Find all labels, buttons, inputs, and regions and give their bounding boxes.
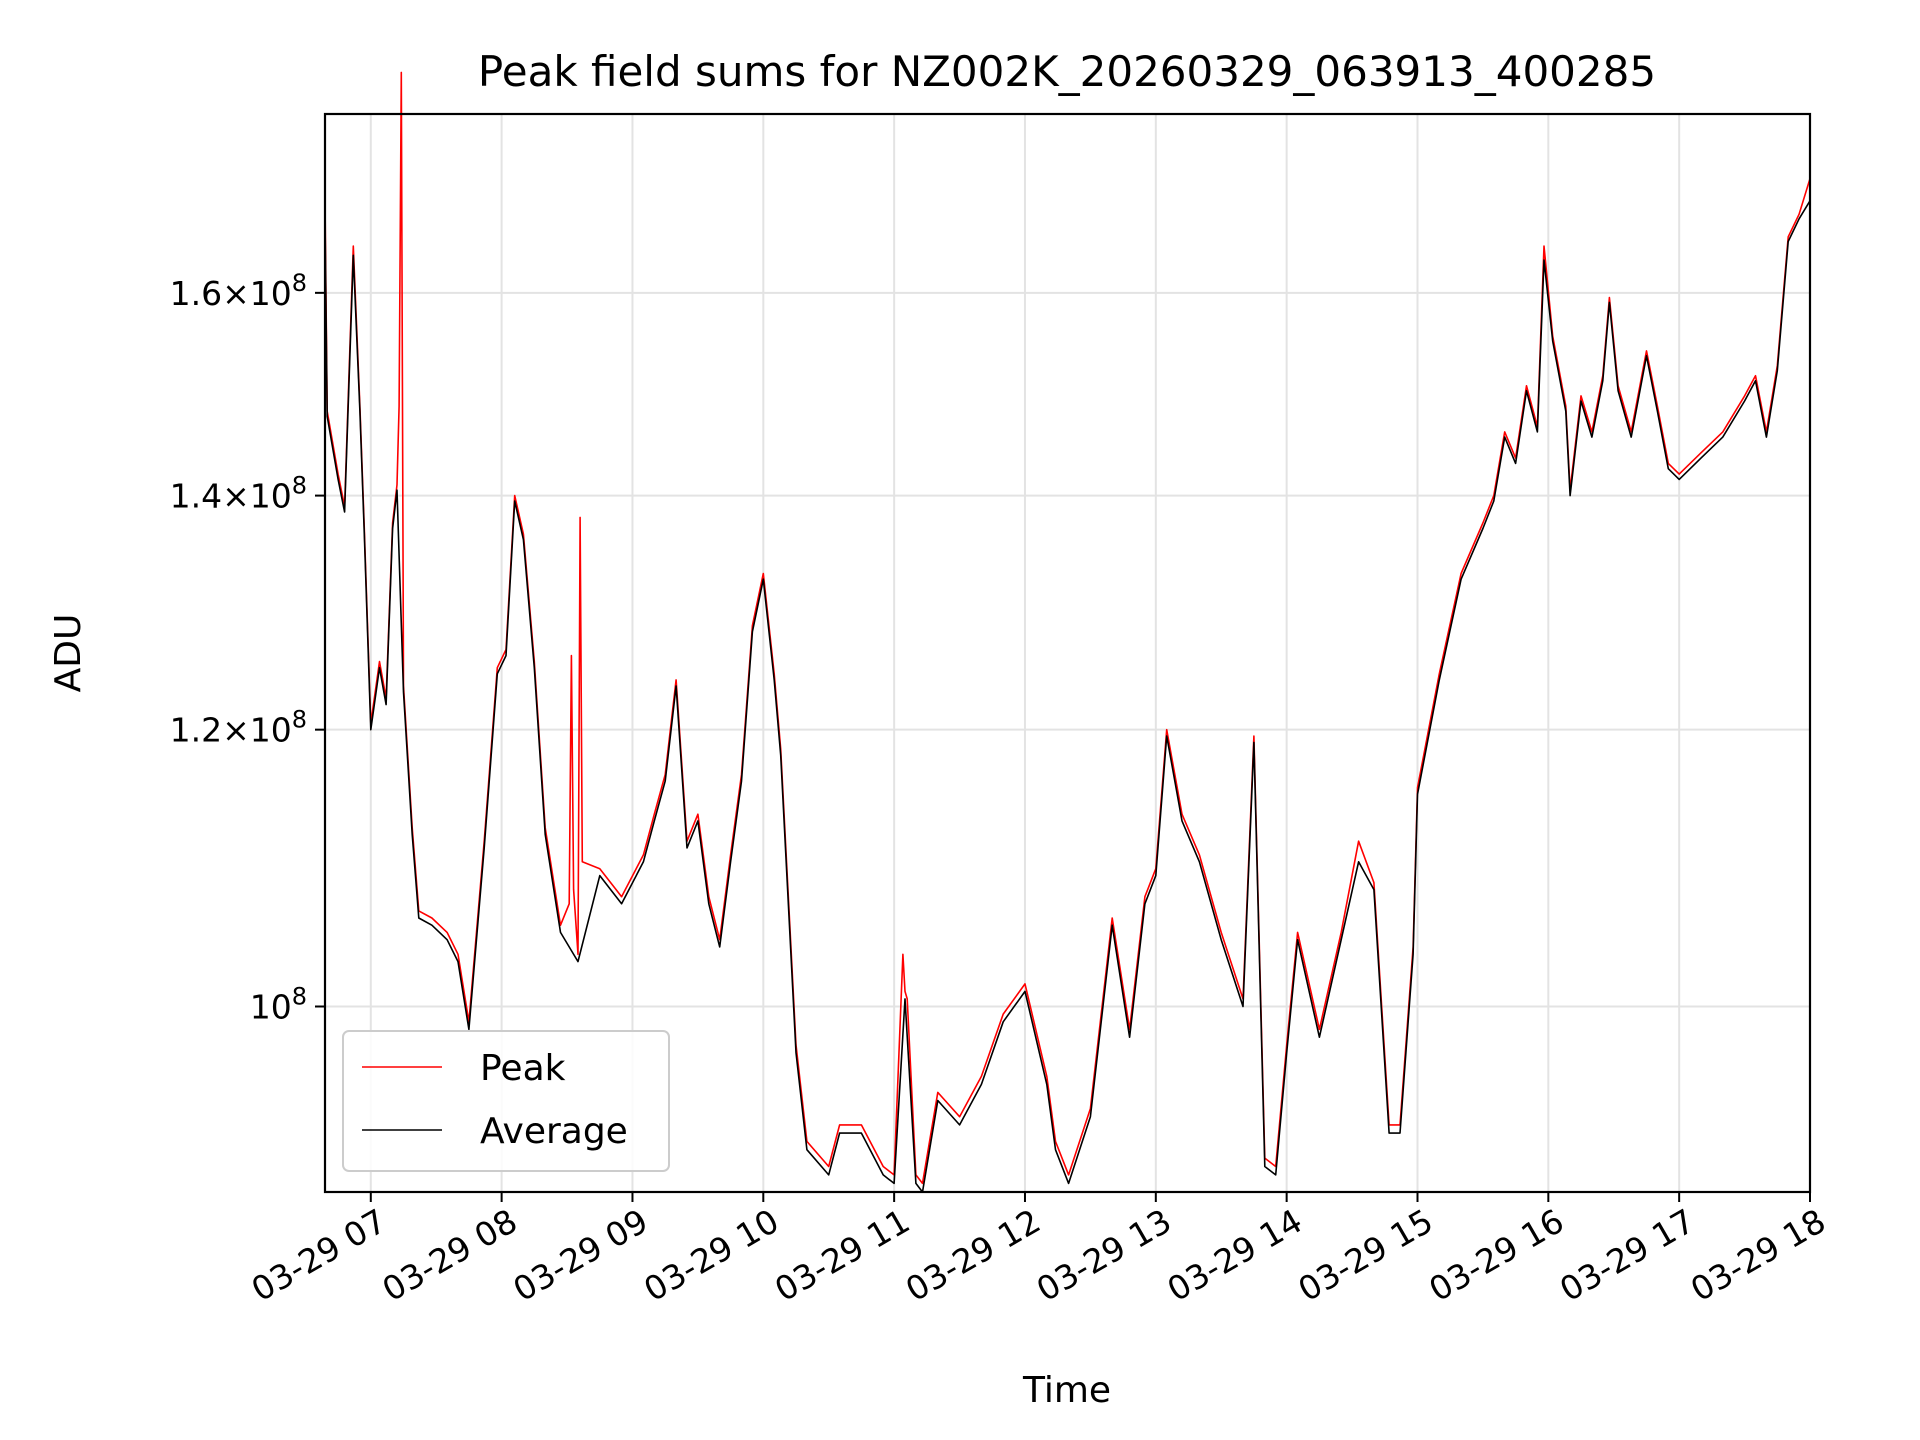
plot-frame (323, 112, 1812, 1194)
average-series-line (324, 200, 1811, 1193)
legend-box (342, 1030, 670, 1172)
chart-title: Peak field sums for NZ002K_20260329_0639… (478, 47, 1656, 96)
grid-lines (325, 114, 1811, 1192)
legend-peak-label: Peak (480, 1048, 566, 1089)
legend: Peak Average (342, 1030, 670, 1172)
x-axis-label: Time (1022, 1370, 1111, 1411)
legend-average-label: Average (480, 1111, 628, 1152)
y-tick-label: 1.6×108 (170, 269, 307, 313)
y-axis-label: ADU (48, 614, 89, 693)
plot-series (324, 71, 1811, 1193)
y-tick-label: 1.2×108 (170, 706, 307, 750)
y-tick-label: 1.4×108 (170, 472, 307, 516)
y-tick-label: 108 (250, 982, 307, 1026)
